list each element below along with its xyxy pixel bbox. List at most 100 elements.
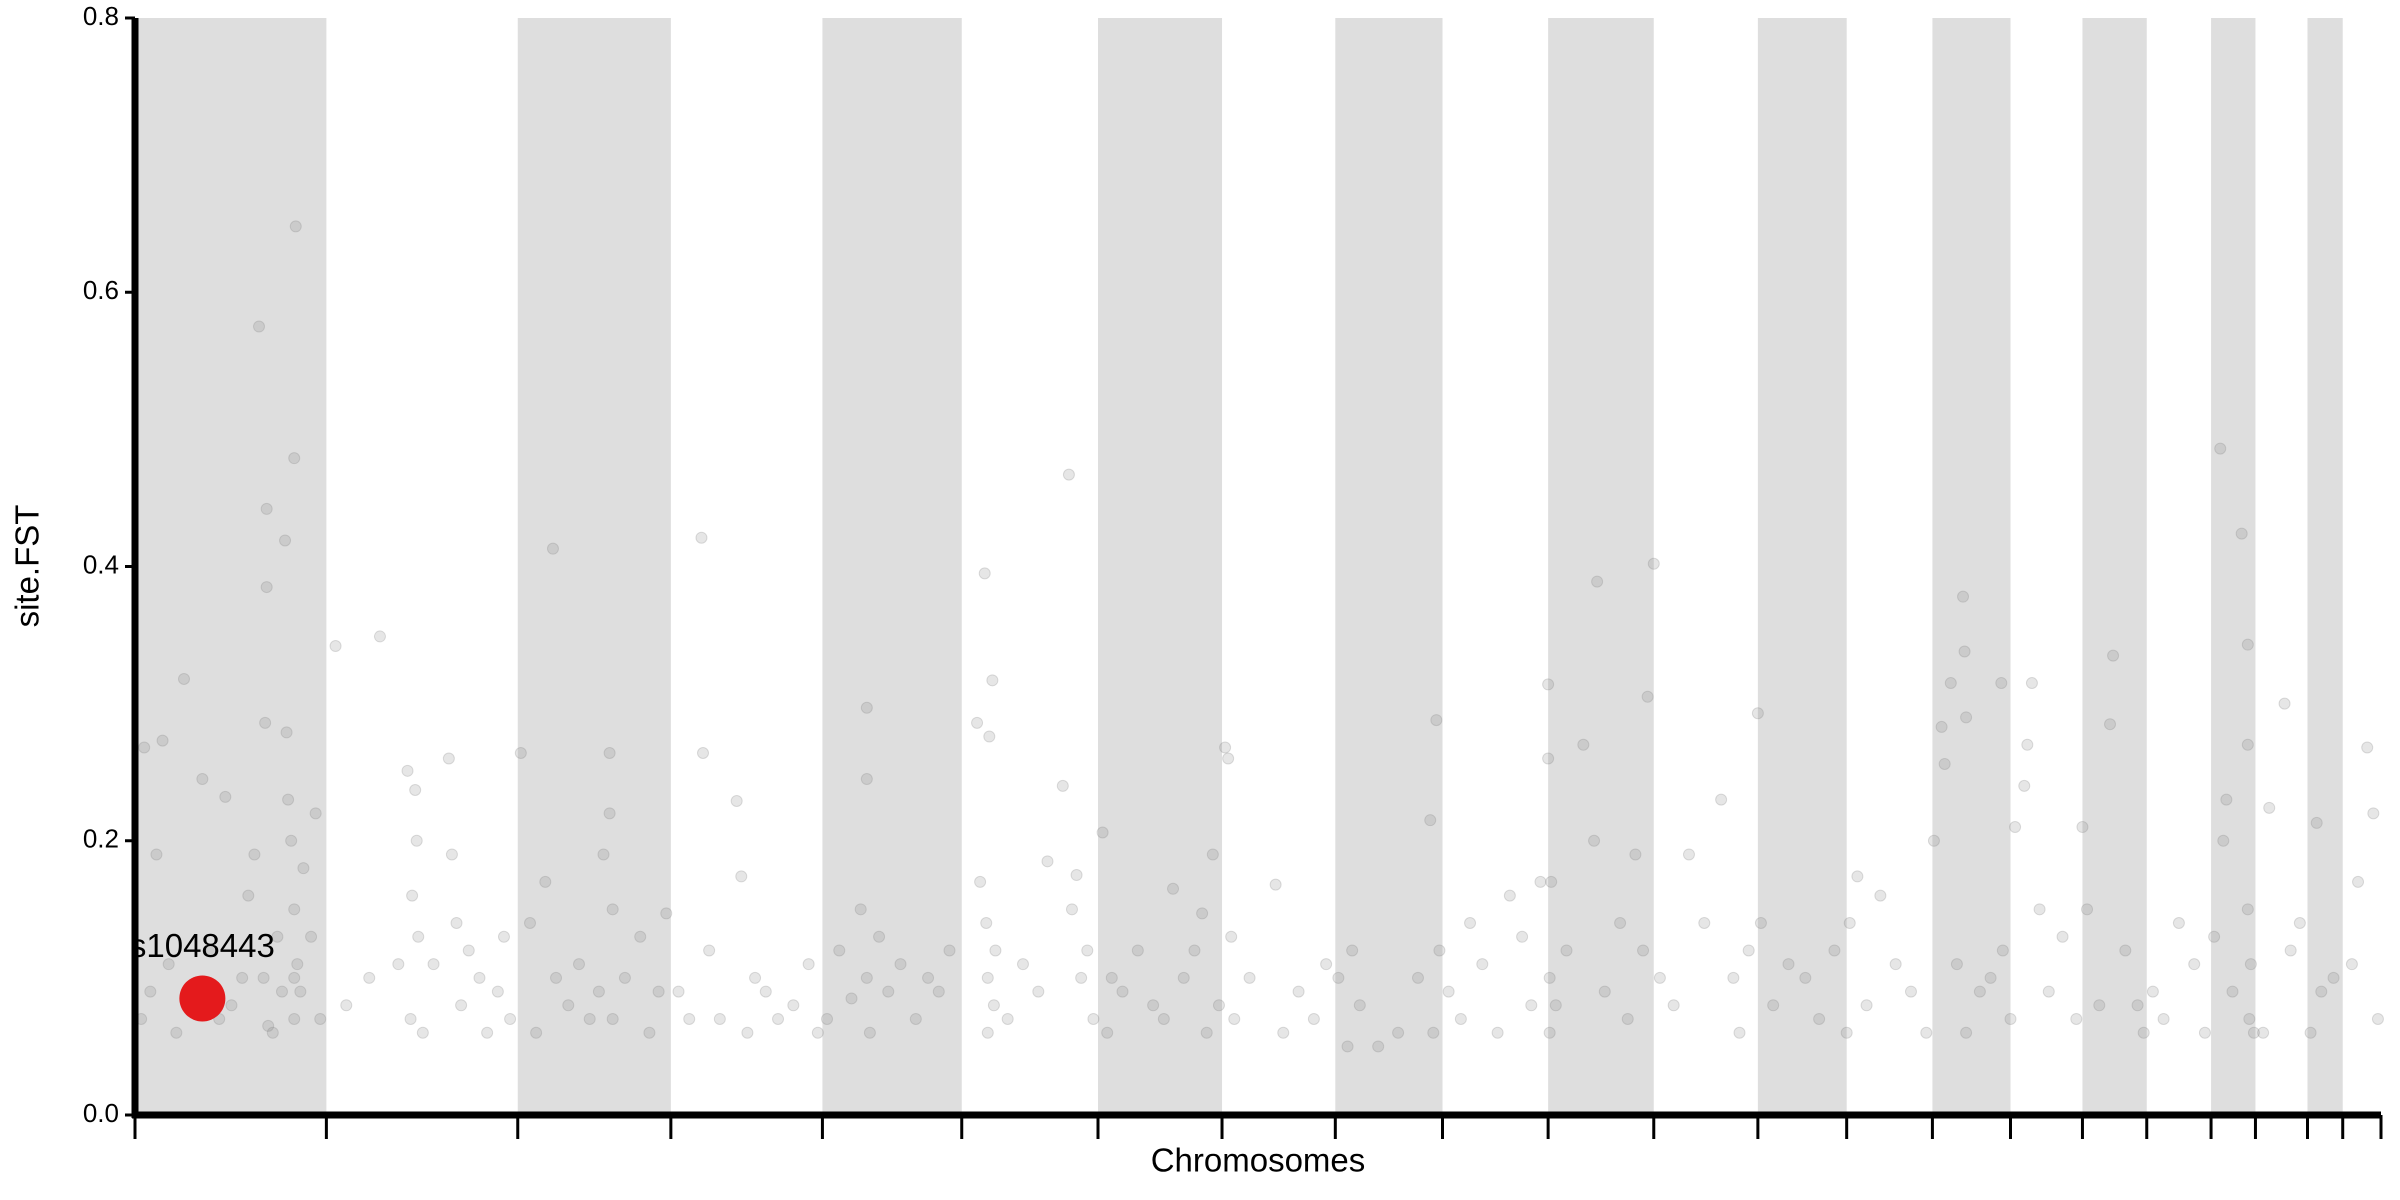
point xyxy=(2220,793,2233,806)
point xyxy=(1070,869,1083,882)
point xyxy=(1851,870,1864,883)
point xyxy=(1196,907,1209,920)
point xyxy=(340,999,353,1012)
chromosome-band xyxy=(1932,18,2011,1115)
point xyxy=(2025,677,2038,690)
point xyxy=(1392,1026,1405,1039)
chromosome-band xyxy=(1335,18,1443,1115)
point xyxy=(1653,971,1666,984)
point xyxy=(2244,958,2257,971)
y-axis-label: site.FST xyxy=(9,505,46,628)
point xyxy=(603,807,616,820)
point xyxy=(683,1013,696,1026)
highlight-label: s1048443 xyxy=(130,927,275,964)
x-axis-label: Chromosomes xyxy=(1151,1142,1366,1179)
point xyxy=(1698,917,1711,930)
point xyxy=(1874,889,1887,902)
point xyxy=(1715,793,1728,806)
point xyxy=(455,999,468,1012)
point xyxy=(1065,903,1078,916)
chromosome-band xyxy=(2082,18,2147,1115)
point xyxy=(1454,1013,1467,1026)
point xyxy=(257,971,270,984)
point xyxy=(1767,999,1780,1012)
point xyxy=(2217,834,2230,847)
margin-cover xyxy=(0,0,132,1120)
point xyxy=(294,985,307,998)
y-tick-label: 0.2 xyxy=(83,824,119,854)
point xyxy=(2352,875,2365,888)
point xyxy=(1442,985,1455,998)
point xyxy=(1958,645,1971,658)
point xyxy=(2172,917,2185,930)
point xyxy=(1411,971,1424,984)
point xyxy=(1116,985,1129,998)
point xyxy=(1332,971,1345,984)
point xyxy=(660,907,673,920)
point xyxy=(289,220,302,233)
point xyxy=(546,542,559,555)
y-tick-label: 0.6 xyxy=(83,275,119,305)
point xyxy=(1525,999,1538,1012)
point xyxy=(1727,971,1740,984)
point xyxy=(922,971,935,984)
point xyxy=(2293,917,2306,930)
point xyxy=(978,567,991,580)
point xyxy=(1372,1040,1385,1053)
point xyxy=(2157,1013,2170,1026)
point xyxy=(1840,1026,1853,1039)
point xyxy=(2243,1013,2256,1026)
point xyxy=(1212,999,1225,1012)
chromosome-band xyxy=(822,18,962,1115)
point xyxy=(363,971,376,984)
point xyxy=(2214,442,2227,455)
point xyxy=(406,889,419,902)
point xyxy=(1167,882,1180,895)
point xyxy=(572,958,585,971)
point xyxy=(288,971,301,984)
point xyxy=(288,903,301,916)
y-tick-label: 0.0 xyxy=(83,1098,119,1128)
point xyxy=(1543,1026,1556,1039)
point xyxy=(2009,821,2022,834)
point xyxy=(1637,944,1650,957)
point xyxy=(291,958,304,971)
point xyxy=(170,1026,183,1039)
point xyxy=(219,790,232,803)
point xyxy=(2021,738,2034,751)
y-tick-label: 0.4 xyxy=(83,549,119,579)
point xyxy=(2033,903,2046,916)
point xyxy=(1588,834,1601,847)
point xyxy=(144,985,157,998)
point xyxy=(735,870,748,883)
point xyxy=(2241,903,2254,916)
point xyxy=(983,730,996,743)
point xyxy=(248,848,261,861)
point xyxy=(606,1013,619,1026)
point xyxy=(643,1026,656,1039)
point xyxy=(909,1013,922,1026)
point xyxy=(285,834,298,847)
point xyxy=(1464,917,1477,930)
point xyxy=(1944,677,1957,690)
point xyxy=(1081,944,1094,957)
point xyxy=(860,773,873,786)
point xyxy=(854,903,867,916)
point xyxy=(2107,649,2120,662)
point xyxy=(409,784,422,797)
chromosome-band xyxy=(135,18,327,1115)
point xyxy=(404,1013,417,1026)
point xyxy=(1754,917,1767,930)
point xyxy=(1001,1013,1014,1026)
point xyxy=(481,1026,494,1039)
point xyxy=(1430,714,1443,727)
point xyxy=(713,1013,726,1026)
point xyxy=(266,1026,279,1039)
point xyxy=(1960,711,1973,724)
point xyxy=(1476,958,1489,971)
point xyxy=(2004,1013,2017,1026)
point xyxy=(280,726,293,739)
point xyxy=(1889,958,1902,971)
point xyxy=(703,944,716,957)
point xyxy=(860,701,873,714)
